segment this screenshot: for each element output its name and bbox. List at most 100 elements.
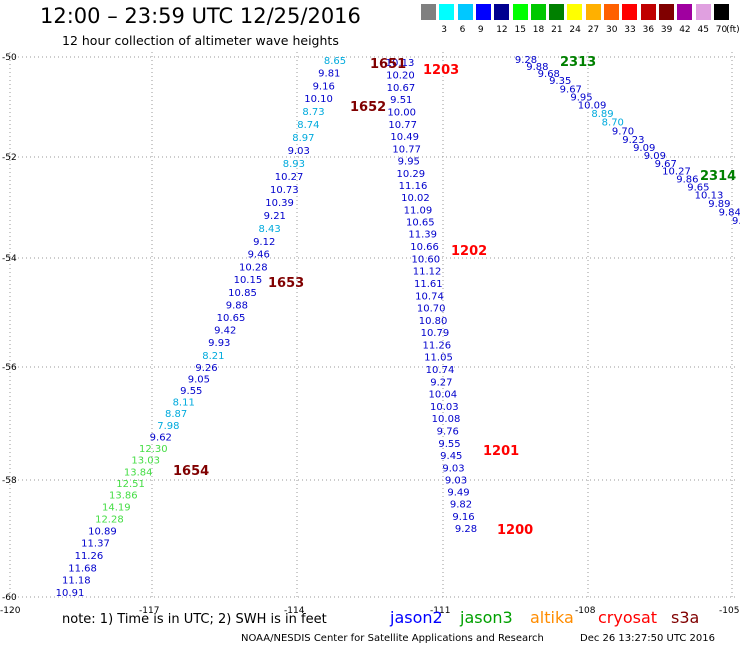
time-label: 1652	[350, 100, 386, 115]
wave-height-value: 9.55	[180, 386, 202, 397]
wave-height-value: 11.61	[414, 279, 443, 290]
wave-height-value: 11.37	[81, 539, 110, 550]
wave-height-value: 9.49	[447, 488, 469, 499]
wave-height-value: 10.13	[695, 190, 724, 201]
wave-height-value: 10.02	[401, 193, 430, 204]
wave-height-value: 9.23	[622, 135, 644, 146]
legend-label: 3	[441, 25, 448, 35]
wave-height-value: 9.82	[450, 500, 472, 511]
lat-label: -54	[2, 254, 17, 264]
time-label: 2313	[560, 55, 596, 70]
wave-height-value: 9.93	[208, 338, 230, 349]
time-labels: 1651 1652 1653 1654 1203 1202 1201 1200 2313 2314	[173, 55, 736, 538]
wave-height-value: 9.16	[313, 81, 335, 92]
wave-height-value: 9.65	[687, 182, 709, 193]
wave-height-value: 9.88	[226, 301, 248, 312]
wave-height-value: 11.26	[422, 340, 451, 351]
wave-height-value: 9.27	[430, 377, 452, 388]
wave-height-value: 11.18	[62, 576, 91, 587]
wave-height-value: 9.46	[248, 250, 270, 261]
legend-label: 15	[514, 25, 526, 35]
wave-height-value: 9.12	[253, 237, 275, 248]
lon-label: -120	[0, 606, 21, 616]
wave-height-value: 10.65	[406, 218, 435, 229]
wave-height-value: 13.03	[131, 456, 160, 467]
wave-height-value: 10.04	[428, 390, 457, 401]
wave-height-value: 9.86	[676, 175, 698, 186]
legend-swatch	[713, 4, 729, 20]
legend-swatch	[604, 4, 619, 20]
wave-height-value: 9.55	[438, 439, 460, 450]
wave-height-value: 10.77	[388, 120, 417, 131]
satellite-label-s3a: s3a	[671, 608, 700, 627]
wave-height-value: 11.05	[424, 353, 453, 364]
wave-height-value: 10.15	[234, 275, 263, 286]
wave-height-value: 9.03	[445, 475, 467, 486]
wave-height-value: 14.19	[102, 503, 131, 514]
wave-height-value: 10.09	[578, 101, 607, 112]
wave-height-value: 9.67	[655, 159, 677, 170]
wave-height-value: 10.70	[417, 304, 446, 315]
legend-swatch	[512, 4, 528, 20]
satellite-label-jason3: jason3	[460, 608, 513, 627]
track-jason3: 9.289.889.689.359.679.9510.098.898.709.7…	[515, 55, 740, 227]
wave-height-value: 8.70	[602, 118, 624, 129]
lon-label: -108	[575, 606, 596, 616]
legend-swatch	[439, 4, 455, 20]
wave-height-value: 9.26	[195, 363, 217, 374]
map-title: 12:00 – 23:59 UTC 12/25/2016	[40, 4, 361, 28]
wave-height-value: 9.05	[188, 374, 210, 385]
lat-label: -56	[2, 363, 17, 373]
wave-height-value: 8.43	[258, 224, 280, 235]
wave-height-value: 12.28	[95, 515, 124, 526]
wave-height-value: 9.81	[318, 69, 340, 80]
legend-swatch	[457, 4, 473, 20]
legend-swatch	[475, 4, 491, 20]
wave-height-value: 9.09	[633, 143, 655, 154]
legend-label: 27	[587, 25, 600, 35]
legend-label: 6	[459, 25, 466, 35]
legend-unit: (ft)	[726, 25, 740, 35]
wave-height-value: 9.35	[549, 76, 571, 87]
wave-height-value: 10.39	[265, 198, 294, 209]
lat-label: -52	[2, 153, 17, 163]
time-label: 1651	[370, 57, 406, 72]
wave-height-value: 11.39	[408, 230, 437, 241]
wave-height-value: 9.16	[452, 512, 474, 523]
legend-label: 18	[532, 25, 545, 35]
wave-height-value: 12.30	[139, 444, 168, 455]
wave-height-value: 9.28	[455, 524, 477, 535]
map-subtitle: 12 hour collection of altimeter wave hei…	[62, 33, 339, 48]
time-label: 1203	[423, 63, 459, 78]
wave-height-value: 10.29	[396, 169, 425, 180]
wave-height-value: 9.95	[398, 157, 420, 168]
wave-height-value: 8.65	[324, 56, 346, 67]
wave-height-value: 9.89	[708, 199, 730, 210]
legend-label: 70	[715, 25, 728, 35]
wave-height-value: 10.74	[426, 365, 455, 376]
wave-height-value: 11.26	[75, 551, 104, 562]
legend-swatch	[695, 4, 711, 20]
wave-height-value: 9.03	[442, 463, 464, 474]
satellite-tracks: 8.659.819.1610.108.738.748.979.038.9310.…	[56, 55, 740, 599]
wave-height-value: 10.20	[386, 70, 415, 81]
wave-height-value: 9.9	[732, 216, 740, 227]
wave-height-value: 11.68	[68, 563, 97, 574]
axis-labels: -50 -52 -54 -56 -58 -60 -120 -117 -114 -111 -108 -1…	[0, 53, 739, 616]
wave-height-value: 9.42	[214, 326, 236, 337]
legend-swatch	[549, 4, 565, 20]
wave-height-value: 10.13	[386, 58, 415, 69]
wave-height-value: 9.45	[440, 451, 462, 462]
wave-height-value: 10.27	[275, 172, 304, 183]
lon-label: -111	[430, 606, 450, 616]
legend-swatch	[677, 4, 693, 20]
wave-height-value: 10.03	[430, 402, 459, 413]
wave-height-value: 9.84	[719, 207, 740, 218]
legend-swatch	[640, 4, 656, 20]
satellite-label-jason2: jason2	[390, 608, 443, 627]
legend-label: 33	[624, 25, 636, 35]
wave-height-value: 9.21	[264, 211, 286, 222]
wave-height-value: 9.03	[288, 146, 310, 157]
wave-height-value: 11.16	[399, 181, 428, 192]
time-label: 1200	[497, 523, 533, 538]
